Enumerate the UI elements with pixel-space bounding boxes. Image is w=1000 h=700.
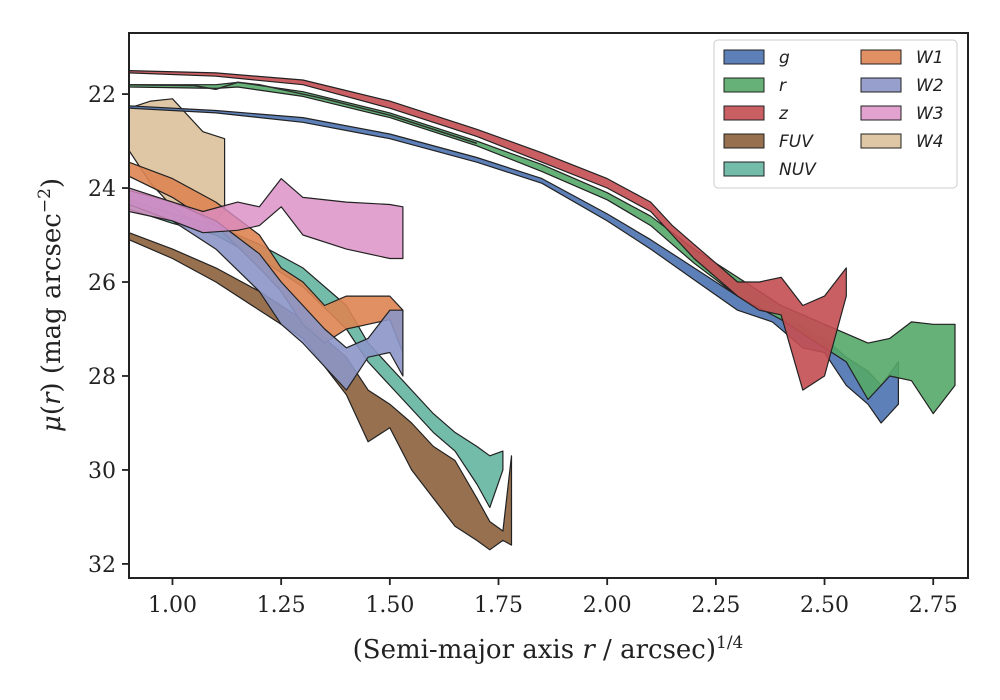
y-axis-title: μ(r) (mag arcsec−2) xyxy=(35,178,67,432)
y-axis-title-end: ) xyxy=(37,178,67,188)
legend-swatch-w2 xyxy=(860,77,902,93)
x-tick-label: 1.00 xyxy=(148,593,197,618)
y-axis-title-open: ( xyxy=(37,405,67,415)
legend: grz FUV NUV W1 W2 W3 W4 xyxy=(713,39,958,189)
legend-label-g: g xyxy=(779,48,790,68)
legend-swatch-w1 xyxy=(860,49,902,65)
legend-swatch-r xyxy=(723,77,765,93)
band-group xyxy=(128,69,956,551)
band-g xyxy=(128,105,900,424)
legend-swatch-w3 xyxy=(860,105,902,121)
legend-swatch-w4 xyxy=(860,133,902,149)
x-tick-label: 2.75 xyxy=(909,593,958,618)
y-tick-label: 30 xyxy=(88,459,116,484)
edge-line-group xyxy=(128,81,478,145)
band-fuv xyxy=(128,232,513,551)
legend-label-w4: W4 xyxy=(916,132,944,152)
y-axis-title-var: r xyxy=(37,391,67,405)
band-w3 xyxy=(128,178,404,260)
y-axis-title-mu: μ xyxy=(37,415,67,432)
x-tick-label: 2.00 xyxy=(583,593,632,618)
y-tick-label: 28 xyxy=(88,365,116,390)
x-axis-title-mid: / arcsec) xyxy=(595,635,716,665)
legend-swatch-fuv xyxy=(723,133,765,149)
y-tick-label: 26 xyxy=(88,271,116,296)
legend-swatch-z xyxy=(723,105,765,121)
x-tick-label: 2.50 xyxy=(800,593,849,618)
y-axis-title-sup: −2 xyxy=(35,188,55,213)
legend-box xyxy=(713,39,958,189)
legend-label-z: z xyxy=(778,104,789,124)
y-axis-title-close: ) (mag arcsec xyxy=(37,213,67,392)
x-axis-title-pre: (Semi-major axis xyxy=(353,635,583,665)
y-axis-ticks: 22 24 26 28 30 32 xyxy=(88,83,129,578)
plot-frame xyxy=(128,32,969,579)
y-tick-label: 22 xyxy=(88,83,116,108)
x-tick-label: 2.25 xyxy=(691,593,740,618)
legend-label-nuv: NUV xyxy=(779,160,817,180)
x-tick-label: 1.50 xyxy=(365,593,414,618)
x-tick-label: 1.25 xyxy=(257,593,306,618)
y-tick-label: 32 xyxy=(88,553,116,578)
legend-label-w3: W3 xyxy=(916,104,944,124)
x-tick-label: 1.75 xyxy=(474,593,523,618)
y-tick-label: 24 xyxy=(88,177,116,202)
x-axis-title-sup: 1/4 xyxy=(716,633,743,653)
legend-swatch-g xyxy=(723,49,765,65)
x-axis-title-var: r xyxy=(582,635,596,665)
legend-label-w1: W1 xyxy=(916,48,944,68)
legend-label-w2: W2 xyxy=(916,76,944,96)
edge-line-0 xyxy=(128,81,478,145)
band-w2 xyxy=(128,189,404,391)
legend-swatch-nuv xyxy=(723,161,765,177)
legend-label-fuv: FUV xyxy=(779,132,814,152)
x-axis-ticks: 1.00 1.25 1.50 1.75 2.00 2.25 2.50 2.75 xyxy=(148,578,958,618)
band-r xyxy=(128,81,956,415)
band-z xyxy=(128,69,847,391)
legend-label-r: r xyxy=(779,76,787,96)
x-axis-title: (Semi-major axis r / arcsec)1/4 xyxy=(353,633,744,665)
